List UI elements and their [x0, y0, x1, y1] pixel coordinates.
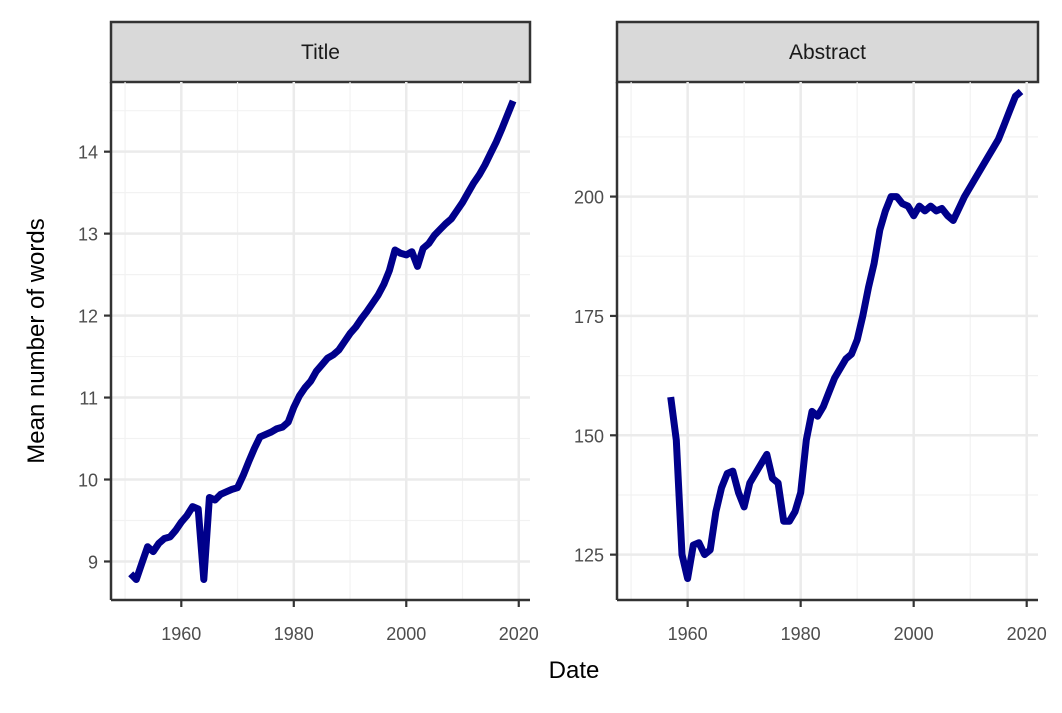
- panel-abstract-series-line-0: [667, 88, 1024, 582]
- panel-abstract-x-tick-label: 1960: [668, 624, 708, 644]
- x-axis-title: Date: [549, 657, 600, 684]
- panel-abstract-x-tick-label: 1980: [781, 624, 821, 644]
- panel-abstract-x-tick-label: 2020: [1007, 624, 1047, 644]
- panel-abstract-strip-label: Abstract: [789, 41, 866, 64]
- panel-title-y-tick-label: 11: [79, 389, 98, 409]
- panel-abstract-y-tick-label: 150: [574, 426, 604, 446]
- panel-abstract-y-tick-label: 175: [574, 307, 604, 327]
- y-axis-title: Mean number of words: [23, 218, 50, 463]
- panel-title-y-tick-label: 10: [78, 471, 98, 491]
- panel-title-x-tick-label: 1980: [274, 624, 314, 644]
- panel-title-strip: [109, 20, 532, 84]
- panel-abstract-y-tick-label: 125: [574, 546, 604, 566]
- panel-abstract-x-tick-label: 2000: [894, 624, 934, 644]
- panel-title-y-tick-label: 9: [88, 552, 98, 572]
- panel-title-strip-label: Title: [301, 41, 340, 64]
- panel-title-x-tick-label: 2000: [386, 624, 426, 644]
- panel-title-y-tick-label: 12: [78, 307, 98, 327]
- panel-abstract-y-tick-label: 200: [574, 188, 604, 208]
- panel-title-y-tick-label: 13: [78, 225, 98, 245]
- panel-title-x-tick-label: 1960: [161, 624, 201, 644]
- panel-title-y-tick-label: 14: [78, 143, 98, 163]
- panel-title-series-line-0: [128, 99, 517, 583]
- panel-abstract-strip: [615, 20, 1040, 84]
- panel-title-x-tick-label: 2020: [499, 624, 539, 644]
